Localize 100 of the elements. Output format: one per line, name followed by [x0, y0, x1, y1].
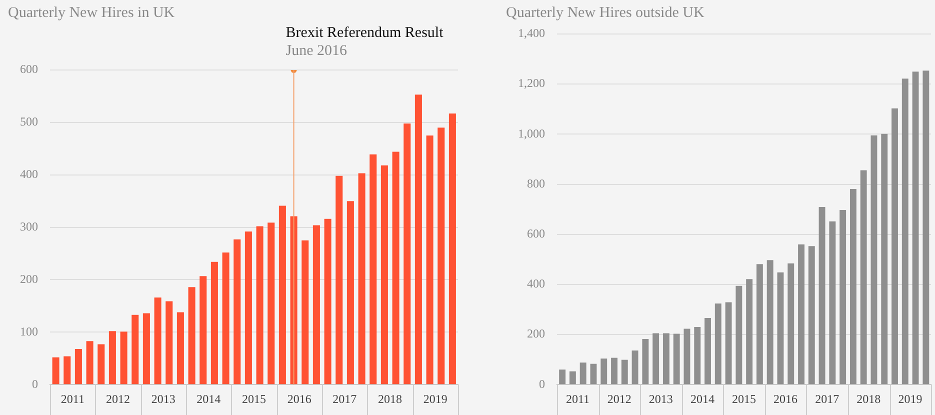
bar [142, 313, 150, 384]
x-tick-label: 2012 [607, 392, 632, 406]
bar [766, 260, 774, 384]
bar [746, 279, 753, 384]
bar [736, 286, 742, 384]
x-tick-label: 2014 [690, 392, 714, 406]
x-tick-label: 2018 [856, 392, 881, 406]
bar [244, 231, 252, 384]
chart-title: Quarterly New Hires outside UK [506, 4, 704, 21]
y-tick-label: 600 [527, 226, 545, 240]
bar [210, 262, 218, 384]
bar [777, 272, 784, 384]
x-tick-label: 2011 [566, 392, 590, 406]
bar [714, 303, 722, 384]
y-tick-label: 1,400 [518, 26, 545, 40]
bar [74, 348, 82, 384]
bar [358, 173, 366, 384]
x-tick-label: 2012 [106, 392, 130, 406]
bar [108, 331, 116, 384]
bar [590, 364, 597, 384]
bar [256, 226, 264, 384]
y-tick-label: 400 [20, 167, 38, 182]
bar [788, 263, 794, 384]
y-tick-label: 200 [20, 272, 38, 286]
y-tick-label: 300 [20, 219, 38, 234]
bar [912, 72, 919, 384]
bar [86, 341, 94, 384]
x-tick-label: 2018 [378, 392, 402, 406]
bar [621, 360, 628, 384]
bar [798, 244, 804, 384]
x-tick-label: 2017 [332, 392, 357, 406]
bar [268, 222, 275, 384]
x-tick-label: 2015 [242, 392, 266, 406]
y-tick-label: 1,200 [518, 76, 545, 90]
bar [64, 356, 71, 384]
text: June 2016 [286, 43, 348, 59]
bar [850, 189, 856, 384]
bar [52, 357, 60, 384]
bar [902, 78, 908, 384]
x-tick-label: 2014 [196, 392, 221, 406]
x-tick-label: 2019 [898, 392, 922, 406]
bar [154, 298, 162, 384]
y-tick-label: 200 [527, 326, 545, 341]
bar [426, 136, 434, 384]
y-tick-label: 1,000 [518, 126, 545, 140]
bar [278, 206, 286, 384]
bar [829, 221, 836, 384]
bar [704, 318, 711, 384]
bar [569, 371, 576, 384]
bar [642, 339, 649, 384]
chart-title: Quarterly New Hires in UK [8, 4, 175, 21]
bar [694, 327, 701, 384]
bar [600, 358, 608, 384]
y-tick-label: 400 [527, 276, 545, 291]
bar [652, 333, 660, 384]
bar [380, 165, 388, 384]
bar [132, 314, 139, 384]
y-tick-label: 0 [32, 376, 38, 391]
bar [870, 135, 878, 384]
y-tick-label: 600 [20, 62, 38, 76]
x-tick-label: 2015 [732, 392, 756, 406]
bar [324, 218, 332, 384]
bar [176, 312, 184, 384]
bar [611, 358, 618, 384]
bar [414, 94, 422, 384]
bar [346, 201, 354, 384]
bar [725, 302, 732, 384]
bar [200, 276, 207, 384]
bar [922, 70, 930, 384]
bar [756, 264, 763, 384]
bar [234, 239, 241, 384]
bar [448, 114, 456, 384]
bar [166, 301, 173, 384]
bar [840, 210, 846, 384]
bar [222, 252, 230, 384]
bar [632, 350, 638, 384]
y-tick-label: 100 [20, 324, 38, 338]
bar [881, 134, 888, 384]
bar [98, 344, 105, 384]
x-tick-label: 2013 [151, 392, 176, 406]
bar [808, 246, 815, 384]
x-tick-label: 2016 [287, 392, 312, 406]
ref-line-label: Brexit Referendum Result [286, 25, 444, 41]
bar [312, 225, 320, 384]
bar [120, 332, 128, 384]
y-tick-label: 800 [527, 176, 545, 190]
bar [892, 108, 898, 384]
y-tick-label: 0 [539, 376, 545, 391]
y-tick-label: 500 [20, 114, 38, 129]
bar [818, 207, 826, 384]
x-tick-label: 2011 [60, 392, 84, 406]
x-tick-label: 2013 [648, 392, 673, 406]
bar [662, 333, 670, 384]
x-tick-label: 2019 [423, 392, 448, 406]
bar [559, 370, 566, 384]
bar [438, 128, 445, 384]
bar [302, 240, 309, 384]
x-tick-label: 2016 [774, 392, 798, 406]
bar [392, 152, 400, 384]
x-tick-label: 2017 [815, 392, 840, 406]
